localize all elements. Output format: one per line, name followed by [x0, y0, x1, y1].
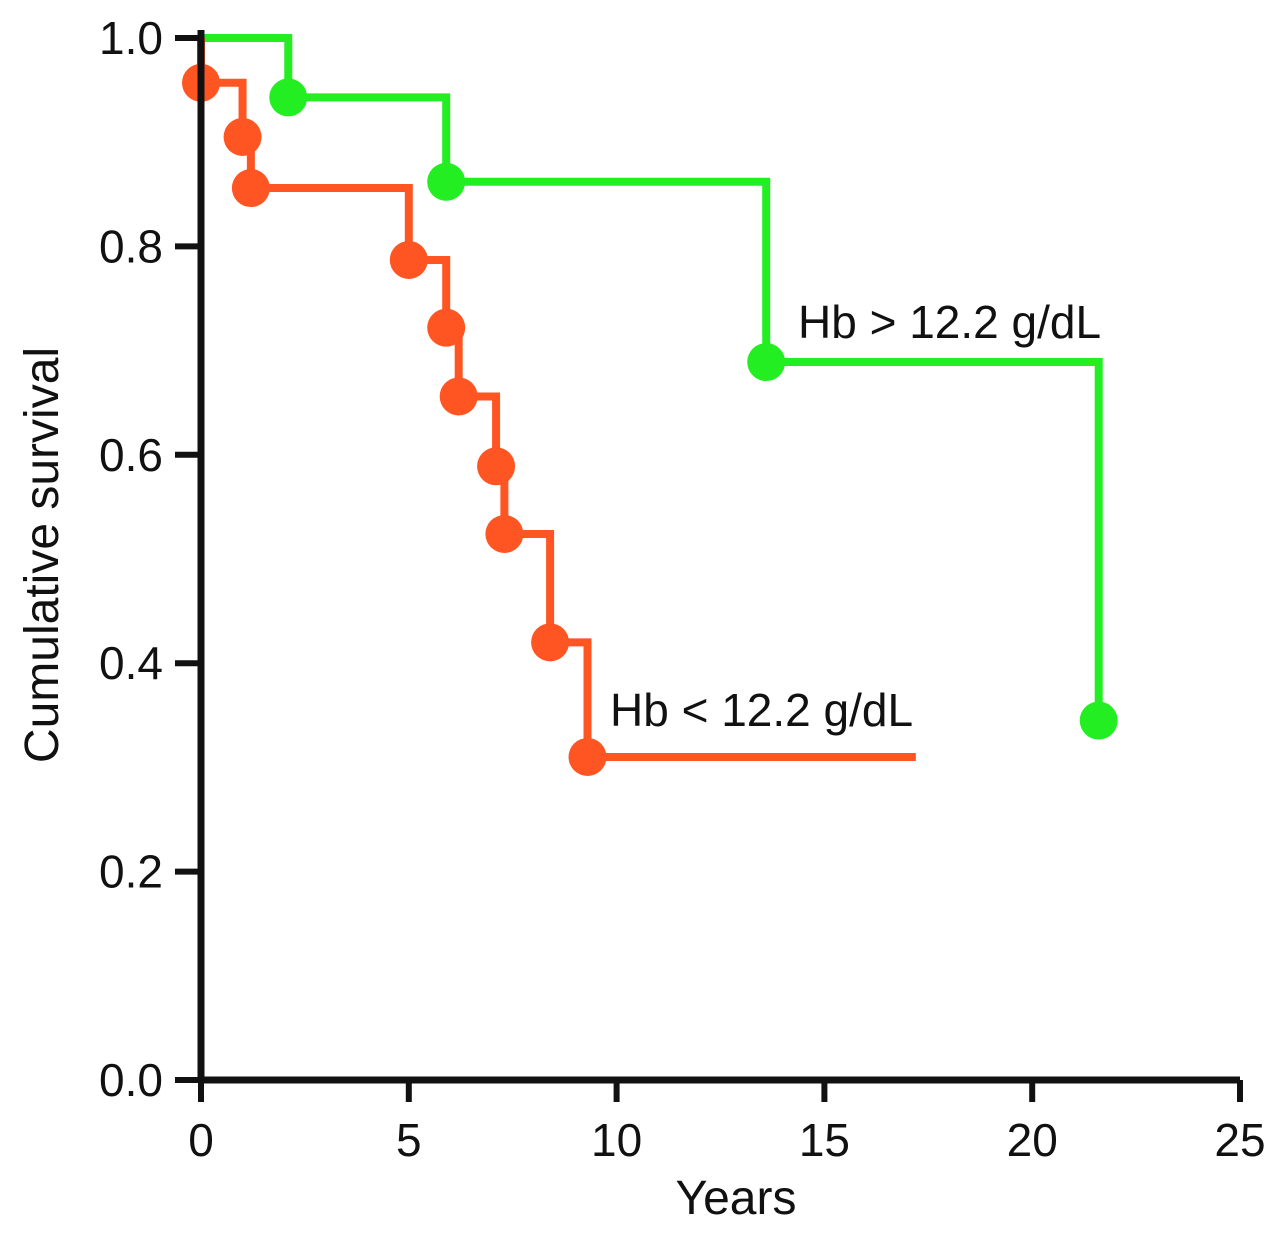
series-1-point-2	[231, 169, 270, 208]
series-1-point-4	[427, 308, 466, 347]
x-tick-label-5: 25	[1214, 1114, 1265, 1166]
y-tick-label-2: 0.4	[99, 637, 163, 689]
x-tick-label-3: 15	[799, 1114, 850, 1166]
series-0-point-2	[747, 343, 786, 382]
series-1-point-6	[477, 447, 516, 486]
ticks-layer: 0 5 10 15 20 25 0.0 0.2 0.4 0.6 0.8 1.0	[99, 12, 1266, 1166]
y-axis-label: Cumulative survival	[16, 347, 69, 763]
series-layer	[182, 34, 1118, 776]
y-tick-label-1: 0.2	[99, 846, 163, 898]
x-tick-label-2: 10	[591, 1114, 642, 1166]
axes-layer	[197, 30, 1240, 1084]
y-tick-label-0: 0.0	[99, 1054, 163, 1106]
series-0-point-1	[427, 162, 466, 201]
x-tick-label-1: 5	[396, 1114, 422, 1166]
series-0-point-3	[1079, 701, 1118, 740]
y-tick-label-4: 0.8	[99, 220, 163, 272]
series-label-low-hb: Hb < 12.2 g/dL	[610, 684, 913, 736]
y-tick-label-5: 1.0	[99, 12, 163, 64]
series-1-point-8	[531, 623, 570, 662]
series-1-point-7	[485, 514, 524, 553]
series-label-high-hb: Hb > 12.2 g/dL	[798, 296, 1101, 348]
series-line-0	[201, 34, 1103, 721]
series-1-point-3	[389, 240, 428, 279]
x-axis-label: Years	[676, 1172, 797, 1225]
y-tick-label-3: 0.6	[99, 429, 163, 481]
x-tick-label-4: 20	[1007, 1114, 1058, 1166]
series-1-point-9	[568, 737, 607, 776]
x-tick-label-0: 0	[188, 1114, 214, 1166]
series-1-point-5	[439, 377, 478, 416]
series-0-point-0	[269, 78, 308, 117]
series-1-point-1	[223, 117, 262, 156]
